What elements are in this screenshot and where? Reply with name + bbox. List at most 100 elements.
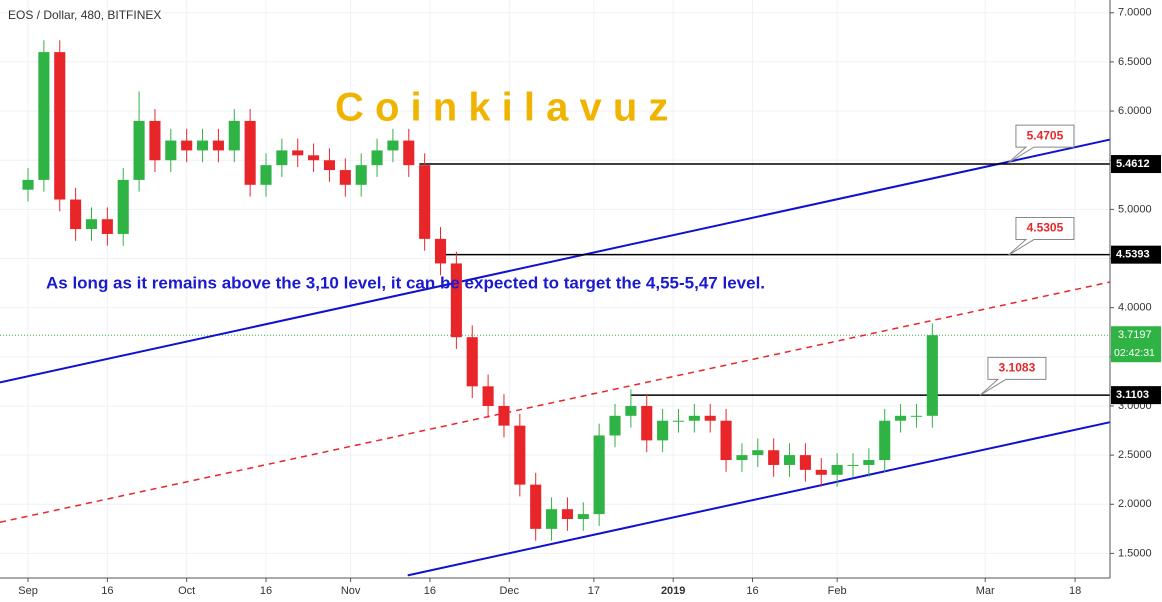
candle-body [181,140,193,151]
candle-body [736,455,748,461]
candle-body [466,337,478,387]
y-tick-label: 6.0000 [1118,105,1152,117]
candle-body [561,509,573,520]
candle-body [371,150,383,166]
candle-body [847,464,859,466]
trendline [407,421,1111,577]
trendline [0,138,1111,384]
watermark: C o i n k i l a v u z [335,86,668,130]
price-badge-label: 5.4612 [1116,158,1150,170]
x-tick-label: 17 [588,585,600,597]
y-tick-label: 1.5000 [1118,547,1152,559]
trendline [0,281,1111,523]
candle-body [54,52,66,200]
candle-body [577,514,589,520]
candle-body [593,435,605,515]
candle-body [228,120,240,151]
candle-body [720,420,732,461]
y-tick-label: 2.5000 [1118,449,1152,461]
callout-box [1007,124,1075,164]
x-tick-label: Feb [828,585,847,597]
candle-body [244,120,256,185]
x-tick-label: Dec [499,585,519,597]
candle-body [672,420,685,422]
candle-body [514,425,526,485]
x-tick-label: 16 [260,585,272,597]
candle-body [292,150,304,156]
candle-body [641,405,653,441]
x-tick-label: 2019 [661,585,685,597]
candle-body [38,52,50,180]
candle-body [403,140,415,166]
candle-body [704,415,716,421]
candle-body [482,386,494,406]
candle-body [355,165,367,185]
last-price-badge [1111,326,1161,363]
candle-body [815,469,827,475]
y-tick-label: 6.5000 [1118,56,1152,68]
candle-body [831,464,843,475]
candle-body [863,460,875,465]
candle-body [910,415,923,417]
callout-box [1007,217,1075,256]
candle-body [895,415,907,421]
last-price-label: 3.7197 [1118,329,1152,341]
price-badge-label: 4.5393 [1116,249,1150,261]
candle-body [609,415,621,436]
candle-body [260,165,272,185]
candle-body [625,405,637,416]
callout-label: 4.5305 [1027,221,1064,235]
candle-body [85,219,98,230]
candle-body [70,199,82,230]
candle-body [149,120,161,161]
candle-body [530,484,542,529]
plot: 5.4705 4.5305 3.1083 [0,40,1111,577]
callout-box [979,356,1047,396]
candle-body [783,455,796,465]
candle-body [323,160,336,171]
annotation: As long as it remains above the 3,10 lev… [46,273,765,292]
candle-body [926,335,938,416]
price-badge-label: 3.1103 [1116,389,1149,401]
candle-body [276,150,288,166]
candle-body [768,450,780,465]
candle-body [799,455,811,470]
x-tick-label: 16 [101,585,113,597]
y-tick-label: 4.0000 [1118,302,1152,314]
candle-body [101,219,113,234]
candle-body [22,179,34,190]
candle-body [546,509,558,529]
x-tick-label: Oct [178,585,195,597]
candle-body [879,420,891,461]
candle-body [688,415,700,421]
candle-body [752,450,764,456]
x-tick-label: 16 [746,585,758,597]
candle-body [419,165,431,239]
candle-body [339,170,351,185]
x-tick-label: 18 [1069,585,1081,597]
candle-body [117,179,129,234]
candle-body [165,140,177,161]
candle-body [133,120,145,180]
candle-body [450,263,462,338]
y-tick-label: 7.0000 [1118,7,1152,19]
callout-label: 3.1083 [999,361,1036,375]
x-tick-label: 16 [424,585,436,597]
candle-body [498,405,510,426]
price-badge [1111,155,1161,174]
callout-label: 5.4705 [1027,128,1064,142]
candle-body [434,238,447,264]
y-tick-label: 2.0000 [1118,498,1152,510]
price-badge [1111,245,1161,264]
y-tick-label: 5.0000 [1118,203,1152,215]
candle-body [387,140,399,151]
chart-title: EOS / Dollar, 480, BITFINEX [8,8,161,22]
x-tick-label: Nov [341,585,361,597]
x-tick-label: Sep [18,585,38,597]
candle-body [657,420,669,441]
countdown-label: 02:42:31 [1114,347,1155,359]
candle-body [196,140,209,151]
